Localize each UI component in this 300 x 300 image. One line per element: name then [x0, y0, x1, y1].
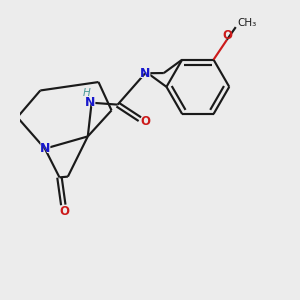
Text: N: N [139, 66, 152, 81]
Text: O: O [140, 115, 150, 128]
Text: N: N [83, 95, 96, 110]
Text: H: H [83, 88, 91, 98]
Text: CH₃: CH₃ [238, 17, 257, 28]
Text: N: N [85, 96, 95, 109]
Text: N: N [38, 141, 51, 156]
Text: N: N [140, 67, 150, 80]
Text: N: N [40, 142, 50, 155]
Text: O: O [59, 205, 69, 218]
Text: O: O [223, 28, 233, 42]
